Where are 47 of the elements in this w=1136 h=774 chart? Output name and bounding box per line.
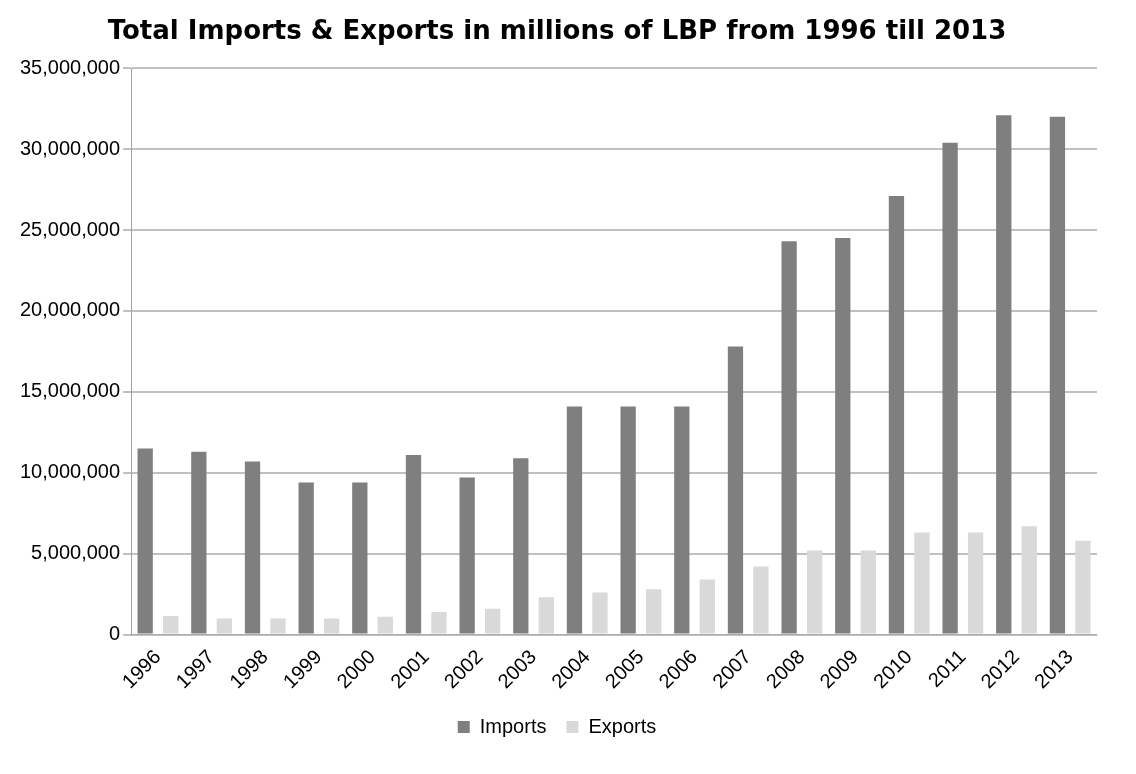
bar [592,592,608,634]
bar [538,597,554,634]
bar [645,589,662,634]
y-tick-label: 25,000,000 [19,217,121,240]
bar [753,566,769,634]
bar [137,448,153,634]
bar [216,618,232,634]
bar [967,532,984,634]
bar [1021,526,1037,634]
y-tick-label: 15,000,000 [19,379,121,402]
bar [352,482,368,634]
bar [298,482,314,634]
bar [270,618,286,634]
bar [324,618,340,634]
y-tick-label: 30,000,000 [19,136,121,159]
chart-title: Total Imports & Exports in millions of LBP from 1996 till 2013 [107,15,1007,46]
y-tick-label: 0 [108,622,121,645]
bar [996,115,1012,634]
bar [835,238,851,634]
bar [431,611,447,634]
bar [942,142,958,634]
legend-label: Imports [479,714,547,737]
bar [405,454,422,634]
y-tick-label: 20,000,000 [19,298,121,321]
bar [860,550,876,634]
bar [191,451,207,634]
bar [484,608,501,634]
bar [888,196,905,634]
y-tick-label: 35,000,000 [19,55,121,78]
bar [244,461,261,634]
bar [914,532,930,634]
bar [727,346,744,634]
y-tick-label: 5,000,000 [31,541,121,564]
bar [674,406,690,634]
bar [566,406,583,634]
y-tick-label: 10,000,000 [19,460,121,483]
bar [513,458,529,634]
bar [781,241,797,634]
bar [163,615,179,634]
bar [1075,540,1091,634]
bar [699,579,715,634]
bar [459,477,475,634]
bar [620,406,636,634]
bar [806,550,823,634]
bar [1049,116,1066,634]
bar [377,616,393,634]
legend-label: Exports [588,714,657,737]
